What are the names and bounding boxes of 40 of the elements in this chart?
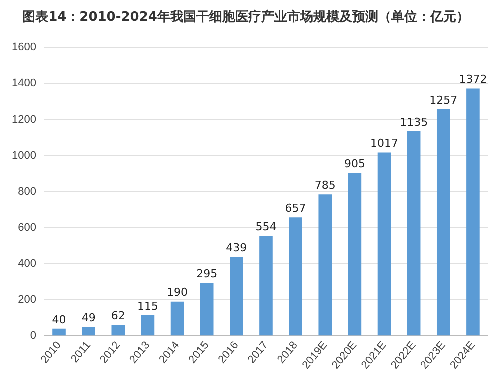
data-label: 1017: [370, 137, 399, 150]
y-tick-label: 400: [18, 258, 36, 270]
data-label: 1372: [459, 73, 488, 86]
data-label: 40: [52, 313, 66, 326]
bar: [170, 302, 184, 336]
bar: [407, 131, 421, 336]
bar: [378, 152, 392, 336]
y-tick-label: 200: [18, 294, 36, 306]
data-label: 295: [196, 267, 218, 280]
data-label: 115: [137, 300, 158, 313]
data-label: 657: [285, 202, 306, 216]
data-label: 905: [344, 157, 366, 170]
y-tick-label: 0: [30, 330, 36, 342]
bar: [82, 327, 96, 336]
bar: [112, 324, 126, 336]
data-label: 190: [167, 286, 188, 300]
bar: [318, 194, 332, 336]
data-label: 554: [256, 220, 277, 234]
data-label: 1257: [430, 94, 458, 107]
data-label: 1135: [400, 116, 428, 129]
y-tick-label: 800: [18, 186, 36, 198]
bar: [289, 218, 302, 336]
data-label: 62: [111, 309, 126, 322]
data-label: 49: [82, 312, 96, 325]
bar: [230, 256, 244, 336]
y-tick-label: 1000: [12, 150, 36, 162]
y-tick-label: 1200: [12, 114, 36, 126]
y-tick-label: 1600: [12, 42, 36, 54]
bar: [260, 236, 273, 336]
chart-title: 图表14：2010-2024年我国干细胞医疗产业市场规模及预测（单位：亿元）: [22, 9, 470, 26]
bar: [348, 172, 362, 336]
bar: [436, 109, 450, 336]
bar: [141, 315, 155, 336]
y-tick-label: 600: [18, 222, 36, 234]
data-label: 785: [314, 178, 336, 192]
bar: [466, 88, 480, 336]
bar: [200, 282, 214, 336]
data-label: 439: [226, 241, 248, 254]
bar: [52, 328, 66, 336]
y-tick-label: 1400: [12, 78, 36, 90]
